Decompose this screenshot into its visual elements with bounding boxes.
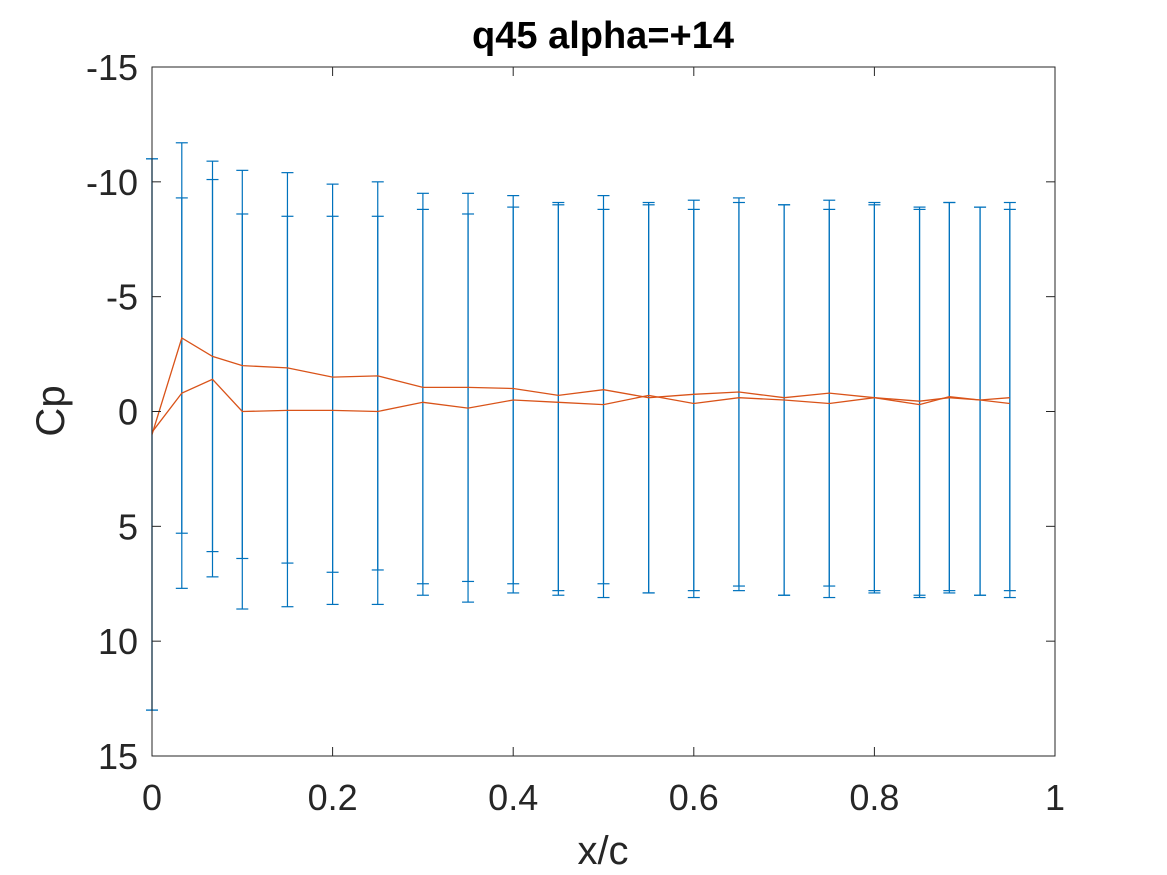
chart-title: q45 alpha=+14 xyxy=(472,15,734,57)
x-tick-label: 0 xyxy=(142,777,162,818)
x-tick-label: 0.2 xyxy=(308,777,358,818)
y-tick-label: -10 xyxy=(86,162,138,203)
x-axis-title: x/c xyxy=(577,829,628,873)
line-group xyxy=(151,337,1010,435)
y-tick-label: 15 xyxy=(98,736,138,777)
y-axis-ticks: -15 -10 -5 0 5 10 15 xyxy=(86,47,1055,777)
y-tick-label: 10 xyxy=(98,621,138,662)
y-tick-label: 0 xyxy=(118,392,138,433)
x-tick-label: 1 xyxy=(1045,777,1065,818)
y-axis-title: Cp xyxy=(29,385,73,436)
y-tick-label: -5 xyxy=(106,277,138,318)
y-tick-label: 5 xyxy=(118,506,138,547)
x-tick-label: 0.6 xyxy=(669,777,719,818)
y-tick-label: -15 xyxy=(86,47,138,88)
series-line xyxy=(151,378,1010,433)
x-tick-label: 0.8 xyxy=(849,777,899,818)
x-tick-label: 0.4 xyxy=(488,777,538,818)
x-axis-ticks: 0 0.2 0.4 0.6 0.8 1 xyxy=(142,67,1065,818)
series-line xyxy=(151,337,1010,435)
errorbar-group xyxy=(146,142,1016,711)
